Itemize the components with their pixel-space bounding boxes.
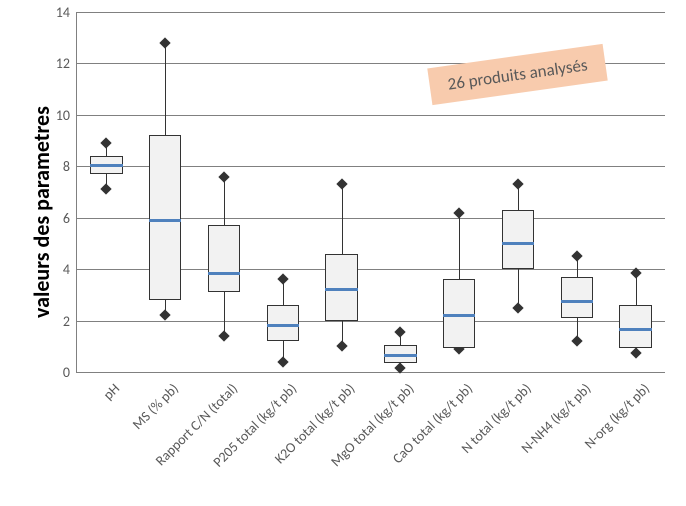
box — [149, 135, 181, 300]
whisker-marker — [101, 184, 112, 195]
whisker-marker — [512, 302, 523, 313]
box — [325, 254, 357, 321]
box — [267, 305, 299, 341]
y-tick-label: 6 — [40, 210, 70, 227]
whisker-marker — [571, 335, 582, 346]
whisker-marker — [395, 326, 406, 337]
y-tick-label: 8 — [40, 158, 70, 175]
x-tick-label: pH — [100, 380, 123, 403]
whisker-marker — [101, 137, 112, 148]
median-line — [619, 328, 651, 331]
whisker-marker — [160, 37, 171, 48]
median-line — [90, 164, 122, 167]
whisker-marker — [630, 347, 641, 358]
whisker-marker — [277, 274, 288, 285]
whisker-marker — [336, 179, 347, 190]
median-line — [443, 314, 475, 317]
whisker-marker — [336, 341, 347, 352]
y-tick-label: 14 — [40, 4, 70, 21]
y-tick-label: 10 — [40, 107, 70, 124]
median-line — [384, 354, 416, 357]
y-tick-label: 12 — [40, 55, 70, 72]
gridline — [77, 12, 665, 13]
box — [619, 305, 651, 347]
y-tick-label: 2 — [40, 313, 70, 330]
median-line — [502, 242, 534, 245]
boxplot-chart: valeurs des parametres 26 produits analy… — [0, 0, 686, 506]
box — [502, 210, 534, 269]
whisker-marker — [218, 330, 229, 341]
y-tick-label: 0 — [40, 364, 70, 381]
median-line — [561, 300, 593, 303]
whisker-marker — [512, 179, 523, 190]
whisker-marker — [160, 310, 171, 321]
x-tick-label: MS (% pb) — [129, 380, 182, 433]
median-line — [149, 219, 181, 222]
whisker-marker — [218, 171, 229, 182]
whisker-marker — [571, 251, 582, 262]
whisker-marker — [395, 362, 406, 373]
y-tick-label: 4 — [40, 261, 70, 278]
box — [208, 225, 240, 292]
median-line — [208, 272, 240, 275]
median-line — [267, 324, 299, 327]
box — [561, 277, 593, 318]
median-line — [325, 288, 357, 291]
whisker-marker — [454, 207, 465, 218]
whisker-marker — [277, 356, 288, 367]
